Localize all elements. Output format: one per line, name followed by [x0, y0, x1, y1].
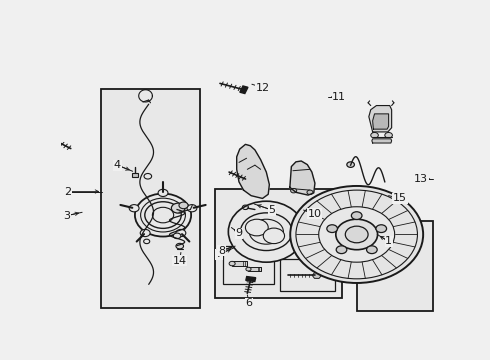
Bar [101, 89, 200, 308]
Circle shape [176, 243, 184, 249]
Bar [215, 189, 342, 298]
Circle shape [263, 228, 285, 244]
Bar [232, 261, 247, 266]
Circle shape [187, 204, 197, 212]
Circle shape [229, 261, 235, 266]
Circle shape [245, 219, 268, 236]
Ellipse shape [228, 201, 304, 262]
Ellipse shape [141, 198, 185, 232]
Circle shape [336, 219, 378, 250]
Circle shape [129, 204, 139, 212]
Circle shape [145, 202, 181, 228]
Text: 4: 4 [114, 160, 121, 170]
Circle shape [376, 225, 387, 233]
Circle shape [144, 174, 151, 179]
Circle shape [144, 239, 150, 244]
Circle shape [307, 190, 313, 194]
Polygon shape [290, 161, 315, 195]
Circle shape [367, 246, 377, 253]
Text: 10: 10 [308, 209, 322, 219]
Circle shape [351, 212, 362, 220]
Text: 11: 11 [332, 92, 346, 102]
Text: 6: 6 [245, 298, 253, 308]
Bar [132, 173, 138, 177]
Text: 5: 5 [269, 205, 275, 215]
Circle shape [318, 207, 394, 262]
Circle shape [385, 132, 392, 138]
Polygon shape [240, 86, 248, 94]
Circle shape [179, 202, 188, 209]
Circle shape [140, 229, 150, 237]
Circle shape [246, 267, 251, 271]
Circle shape [371, 132, 378, 138]
Circle shape [158, 189, 168, 197]
Circle shape [345, 226, 368, 243]
Circle shape [172, 203, 185, 213]
Text: 8: 8 [218, 246, 225, 256]
Circle shape [347, 162, 354, 167]
Text: 12: 12 [255, 82, 270, 93]
Circle shape [241, 213, 292, 251]
Text: 2: 2 [65, 186, 72, 197]
Polygon shape [372, 114, 389, 129]
Bar [222, 246, 274, 284]
Polygon shape [372, 139, 392, 143]
Bar [358, 221, 433, 311]
Text: 1: 1 [385, 237, 392, 246]
Text: 7: 7 [215, 249, 222, 260]
Bar [248, 267, 261, 271]
Ellipse shape [135, 194, 191, 237]
Circle shape [290, 186, 423, 283]
Circle shape [291, 188, 297, 193]
Polygon shape [369, 105, 392, 132]
Polygon shape [237, 144, 270, 198]
Text: 13: 13 [414, 174, 428, 184]
Bar [280, 260, 335, 291]
Circle shape [327, 225, 338, 233]
Polygon shape [246, 276, 256, 282]
Polygon shape [47, 135, 56, 143]
Circle shape [249, 219, 283, 244]
Circle shape [173, 233, 181, 239]
Text: 9: 9 [235, 228, 243, 238]
Text: 14: 14 [172, 256, 187, 266]
Text: 15: 15 [393, 193, 407, 203]
Circle shape [336, 246, 347, 253]
Text: 3: 3 [63, 211, 71, 221]
Polygon shape [243, 176, 252, 184]
Circle shape [176, 229, 186, 237]
